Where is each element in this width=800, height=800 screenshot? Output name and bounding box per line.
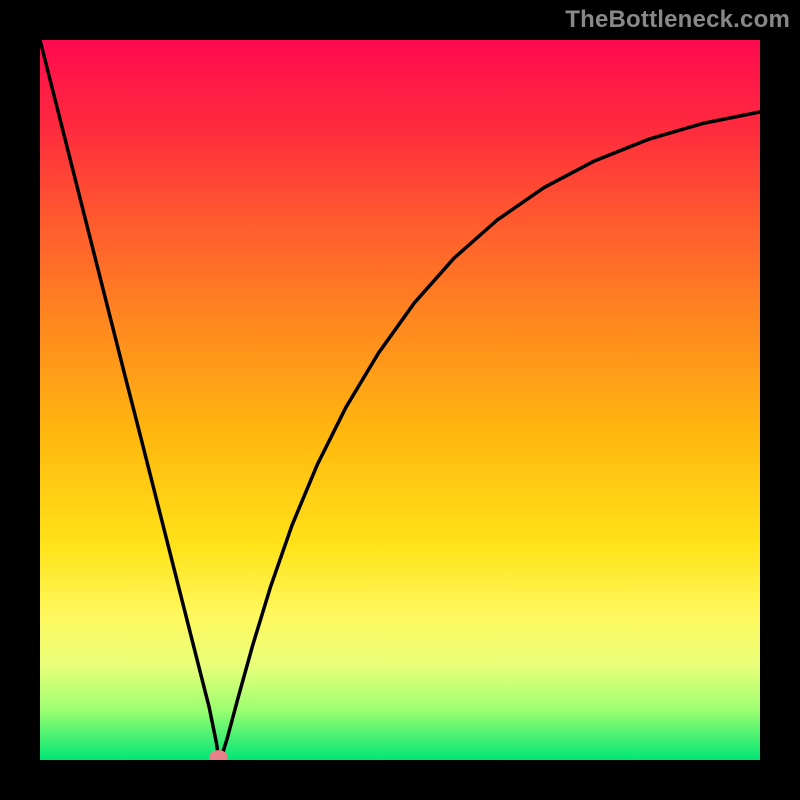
plot-background [40,40,760,760]
bottleneck-plot [40,40,760,760]
chart-frame: TheBottleneck.com [0,0,800,800]
watermark-text: TheBottleneck.com [565,6,790,34]
